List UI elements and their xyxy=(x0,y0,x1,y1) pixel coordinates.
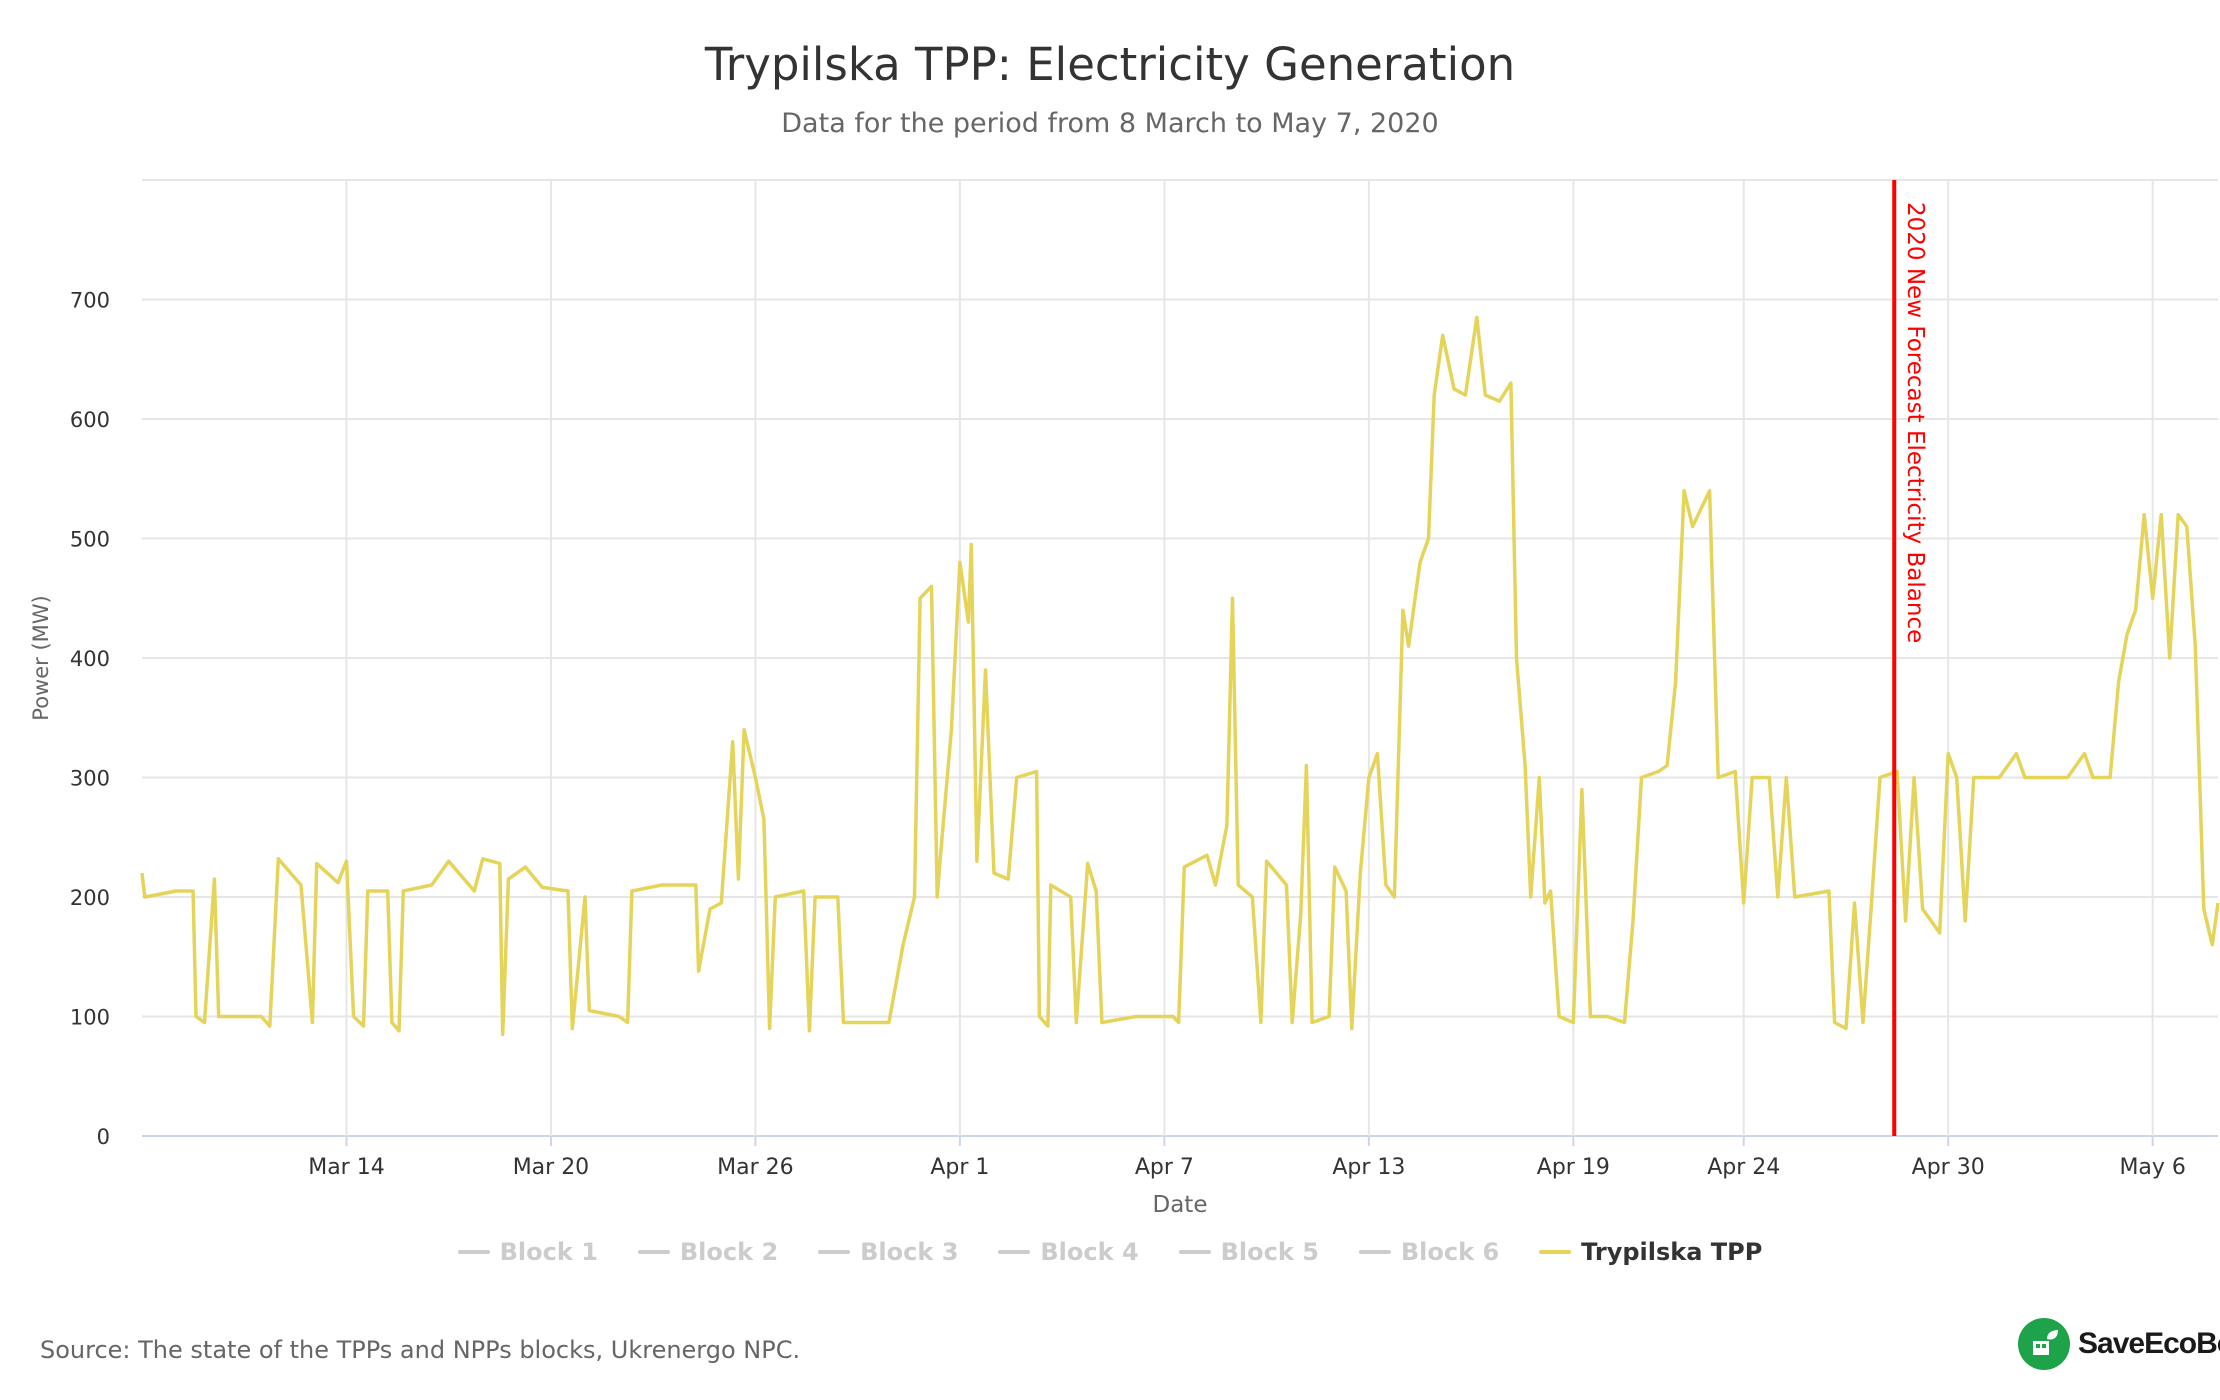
legend-label: Block 3 xyxy=(860,1238,959,1266)
y-tick-label: 700 xyxy=(70,289,110,313)
legend-swatch xyxy=(637,1250,670,1254)
x-tick-label: Mar 26 xyxy=(717,1155,794,1180)
source-note: Source: The state of the TPPs and NPPs b… xyxy=(40,1336,801,1364)
x-tick-label: Apr 1 xyxy=(930,1155,989,1180)
x-tick-label: May 6 xyxy=(2119,1155,2185,1180)
legend-swatch xyxy=(1358,1250,1391,1254)
legend-item-block-1[interactable]: Block 1 xyxy=(457,1238,598,1266)
legend-item-trypilska-tpp[interactable]: Trypilska TPP xyxy=(1539,1238,1762,1266)
chart-subtitle: Data for the period from 8 March to May … xyxy=(781,108,1439,139)
plot-line-layer: 2020 New Forecast Electricity Balance xyxy=(1892,180,1928,1136)
x-tick-label: Apr 30 xyxy=(1912,1155,1985,1180)
legend-label: Block 6 xyxy=(1400,1238,1500,1266)
legend-swatch xyxy=(457,1250,490,1254)
legend-item-block-5[interactable]: Block 5 xyxy=(1178,1238,1319,1266)
y-tick-label: 500 xyxy=(70,528,110,552)
legend-label: Block 5 xyxy=(1220,1238,1319,1266)
leaf-icon xyxy=(2018,1318,2070,1370)
x-tick-label: Apr 13 xyxy=(1332,1155,1405,1180)
y-tick-label: 600 xyxy=(70,408,110,432)
series-line-trypilska-tpp[interactable] xyxy=(140,315,2220,1037)
x-tick-label: Mar 20 xyxy=(513,1155,590,1180)
x-axis-title: Date xyxy=(1153,1192,1208,1218)
y-axis-title: Power (MW) xyxy=(29,595,53,720)
brand-name: SaveEcoBot xyxy=(2078,1327,2220,1360)
legend-swatch xyxy=(998,1250,1031,1254)
forecast-marker-label: 2020 New Forecast Electricity Balance xyxy=(1902,202,1928,643)
x-axis-ticks: Mar 14 Mar 20 Mar 26 Apr 1 Apr 7 Apr 13 Apr 19… xyxy=(308,1136,2186,1180)
y-tick-label: 100 xyxy=(70,1006,110,1030)
y-tick-label: 400 xyxy=(70,647,110,671)
legend-item-block-6[interactable]: Block 6 xyxy=(1358,1238,1500,1266)
legend-label: Trypilska TPP xyxy=(1581,1238,1763,1266)
legend-label: Block 2 xyxy=(679,1238,779,1266)
y-tick-label: 200 xyxy=(70,886,110,910)
x-tick-label: Apr 24 xyxy=(1707,1155,1780,1180)
legend-item-block-4[interactable]: Block 4 xyxy=(998,1238,1139,1266)
brand-logo[interactable]: SaveEcoBot xyxy=(2018,1318,2220,1370)
legend-swatch xyxy=(818,1250,851,1254)
legend-label: Block 1 xyxy=(499,1238,598,1266)
y-tick-label: 300 xyxy=(70,767,110,791)
series-layer xyxy=(140,315,2220,1037)
legend-item-block-3[interactable]: Block 3 xyxy=(818,1238,958,1266)
x-tick-label: Apr 7 xyxy=(1135,1155,1194,1180)
legend-label: Block 4 xyxy=(1040,1238,1139,1266)
legend-swatch xyxy=(1539,1250,1572,1254)
grid xyxy=(142,179,2218,1137)
y-axis-ticks: 0 100 200 300 400 500 600 700 xyxy=(70,289,110,1150)
y-tick-label: 0 xyxy=(97,1125,110,1149)
chart-title: Trypilska TPP: Electricity Generation xyxy=(704,38,1516,91)
x-tick-label: Apr 19 xyxy=(1537,1155,1610,1180)
legend-item-block-2[interactable]: Block 2 xyxy=(637,1238,779,1266)
chart-legend: Block 1 Block 2 Block 3 Block 4 Block 5 Block… xyxy=(0,1238,2220,1266)
legend-swatch xyxy=(1178,1250,1211,1254)
x-tick-label: Mar 14 xyxy=(308,1155,385,1180)
line-chart: 0 100 200 300 400 500 600 700 Mar 14 Mar 20 Mar 2… xyxy=(29,179,2220,1218)
